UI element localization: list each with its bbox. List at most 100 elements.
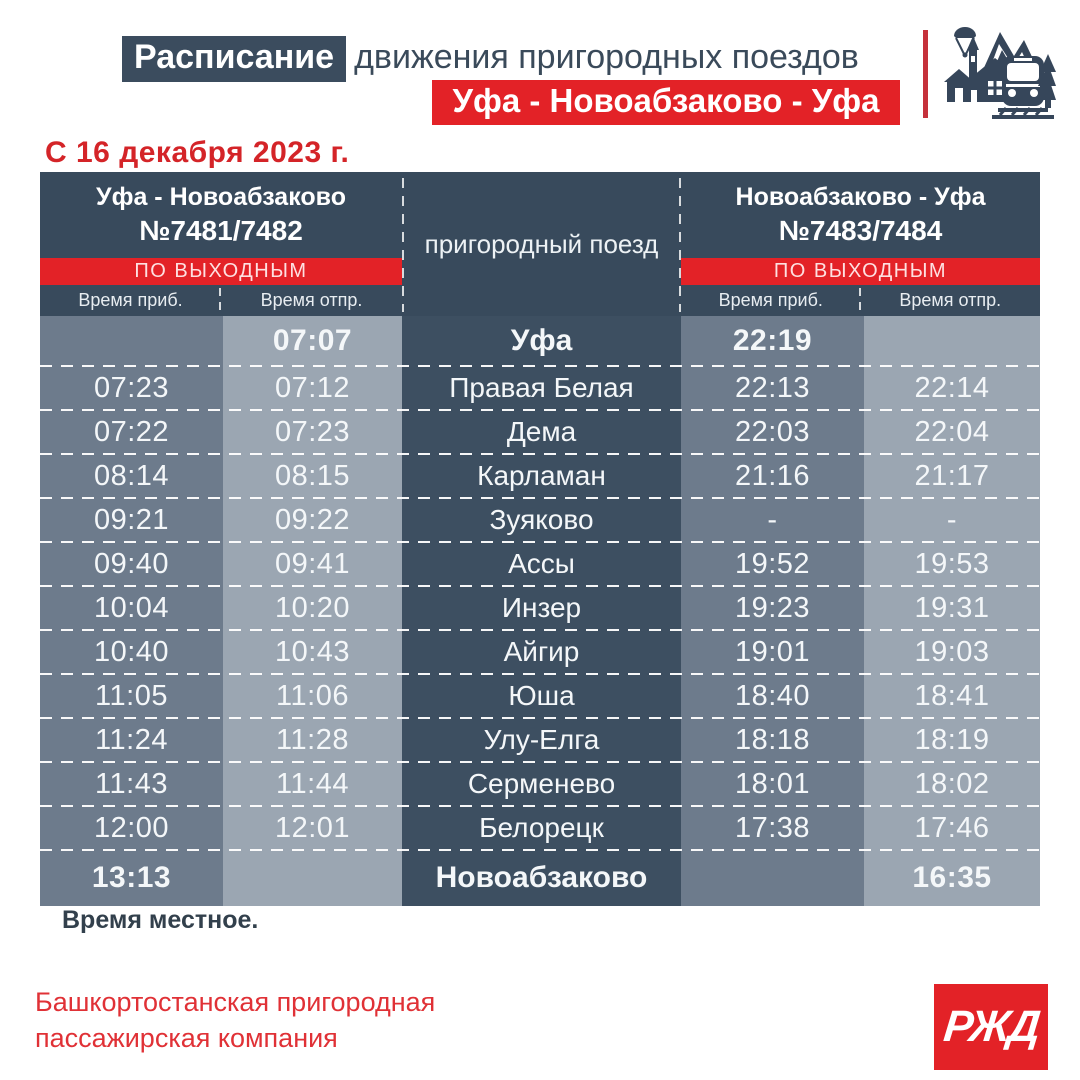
arrival-time-return: 22:19: [681, 316, 864, 366]
station-name: Ассы: [402, 542, 681, 586]
arrival-time-outbound: 10:04: [40, 586, 223, 630]
company-name-line2: пассажирская компания: [35, 1023, 338, 1054]
table-header: Уфа - Новоабзаково №7481/7482 пригородны…: [40, 172, 1040, 316]
station-name: Правая Белая: [402, 366, 681, 410]
table-row: 07:22 07:23 Дема 22:03 22:04: [40, 409, 1040, 454]
arrival-time-return: 21:16: [681, 454, 864, 498]
station-name: Карламан: [402, 454, 681, 498]
departure-time-outbound: 11:44: [223, 762, 402, 806]
departure-time-return: 22:14: [864, 366, 1040, 410]
station-name: Серменево: [402, 762, 681, 806]
station-name: Белорецк: [402, 806, 681, 850]
departure-time-return: 19:31: [864, 586, 1040, 630]
table-row: 09:40 09:41 Ассы 19:52 19:53: [40, 541, 1040, 586]
departure-column-label: Время отпр.: [260, 290, 363, 310]
arrival-time-return: 19:23: [681, 586, 864, 630]
departure-time-outbound: 10:43: [223, 630, 402, 674]
return-header: Новоабзаково - Уфа №7483/7484: [681, 172, 1040, 258]
departure-time-return: 16:35: [864, 850, 1040, 906]
company-name-line1: Башкортостанская пригородная: [35, 987, 436, 1017]
arrival-time-return: 18:40: [681, 674, 864, 718]
outbound-weekend-banner: ПО ВЫХОДНЫМ: [40, 258, 402, 285]
departure-time-outbound: 11:28: [223, 718, 402, 762]
departure-time-outbound: 09:22: [223, 498, 402, 542]
table-row: 10:04 10:20 Инзер 19:23 19:31: [40, 585, 1040, 630]
departure-time-outbound: 08:15: [223, 454, 402, 498]
arrival-time-outbound: [40, 316, 223, 366]
departure-time-return: -: [864, 498, 1040, 542]
table-row: 12:00 12:01 Белорецк 17:38 17:46: [40, 805, 1040, 850]
departure-time-outbound: 12:01: [223, 806, 402, 850]
outbound-header: Уфа - Новоабзаково №7481/7482: [40, 172, 402, 258]
table-row: 11:43 11:44 Серменево 18:01 18:02: [40, 761, 1040, 806]
rzd-logo-text: РЖД: [941, 1002, 1041, 1051]
return-train-number: №7483/7484: [778, 215, 943, 246]
departure-time-return: 22:04: [864, 410, 1040, 454]
departure-time-return: 18:19: [864, 718, 1040, 762]
departure-time-outbound: 10:20: [223, 586, 402, 630]
outbound-route: Уфа - Новоабзаково: [96, 183, 346, 211]
timetable: Уфа - Новоабзаково №7481/7482 пригородны…: [40, 172, 1040, 906]
departure-time-outbound: 11:06: [223, 674, 402, 718]
station-name: Новоабзаково: [402, 850, 681, 906]
arrival-time-outbound: 10:40: [40, 630, 223, 674]
title-rest: движения пригородных поездов: [354, 38, 859, 76]
station-name: Улу-Елга: [402, 718, 681, 762]
departure-time-outbound: 07:23: [223, 410, 402, 454]
station-name: Юша: [402, 674, 681, 718]
table-row: 11:24 11:28 Улу-Елга 18:18 18:19: [40, 717, 1040, 762]
dashed-divider: [679, 178, 681, 312]
departure-time-return: 21:17: [864, 454, 1040, 498]
table-row: 10:40 10:43 Айгир 19:01 19:03: [40, 629, 1040, 674]
departure-time-return: 19:03: [864, 630, 1040, 674]
arrival-time-return: 18:18: [681, 718, 864, 762]
departure-time-outbound: 07:12: [223, 366, 402, 410]
departure-time-return: 18:02: [864, 762, 1040, 806]
table-row: 13:13 Новоабзаково 16:35: [40, 849, 1040, 906]
arrival-time-outbound: 07:23: [40, 366, 223, 410]
train-type-label: пригородный поезд: [402, 172, 681, 316]
arrival-time-return: 22:03: [681, 410, 864, 454]
arrival-time-outbound: 11:24: [40, 718, 223, 762]
station-name: Зуяково: [402, 498, 681, 542]
company-name: Башкортостанская пригородная пассажирска…: [35, 984, 435, 1057]
arrival-column-label: Время приб.: [40, 285, 221, 316]
station-name: Айгир: [402, 630, 681, 674]
arrival-column-label: Время приб.: [681, 285, 861, 316]
table-row: 08:14 08:15 Карламан 21:16 21:17: [40, 453, 1040, 498]
table-row: 09:21 09:22 Зуяково - -: [40, 497, 1040, 542]
outbound-column-labels: Время приб. Время отпр.: [40, 285, 402, 316]
arrival-time-return: [681, 850, 864, 906]
arrival-time-return: 18:01: [681, 762, 864, 806]
table-row: 07:07 Уфа 22:19: [40, 316, 1040, 366]
arrival-time-outbound: 13:13: [40, 850, 223, 906]
departure-time-return: [864, 316, 1040, 366]
arrival-time-return: 19:01: [681, 630, 864, 674]
arrival-time-return: -: [681, 498, 864, 542]
arrival-time-outbound: 12:00: [40, 806, 223, 850]
arrival-time-outbound: 11:05: [40, 674, 223, 718]
station-name: Дема: [402, 410, 681, 454]
arrival-time-outbound: 09:21: [40, 498, 223, 542]
station-name: Инзер: [402, 586, 681, 630]
departure-time-outbound: [223, 850, 402, 906]
departure-column-label: Время отпр.: [899, 290, 1002, 310]
table-body: 07:07 Уфа 22:19 07:23 07:12 Правая Белая…: [40, 316, 1040, 906]
table-row: 07:23 07:12 Правая Белая 22:13 22:14: [40, 365, 1040, 410]
departure-time-return: 17:46: [864, 806, 1040, 850]
effective-date: С 16 декабря 2023 г.: [45, 136, 350, 169]
arrival-time-return: 22:13: [681, 366, 864, 410]
arrival-time-return: 19:52: [681, 542, 864, 586]
page-title: Расписание движения пригородных поездов: [122, 36, 859, 82]
dashed-divider: [402, 178, 404, 312]
route-banner: Уфа - Новоабзаково - Уфа: [432, 80, 900, 125]
outbound-train-number: №7481/7482: [139, 215, 303, 246]
arrival-time-outbound: 11:43: [40, 762, 223, 806]
arrival-time-outbound: 08:14: [40, 454, 223, 498]
return-column-labels: Время приб. Время отпр.: [681, 285, 1040, 316]
local-time-note: Время местное.: [62, 906, 259, 934]
red-divider-line: [923, 30, 928, 118]
rzd-logo: РЖД: [934, 984, 1048, 1070]
arrival-time-return: 17:38: [681, 806, 864, 850]
